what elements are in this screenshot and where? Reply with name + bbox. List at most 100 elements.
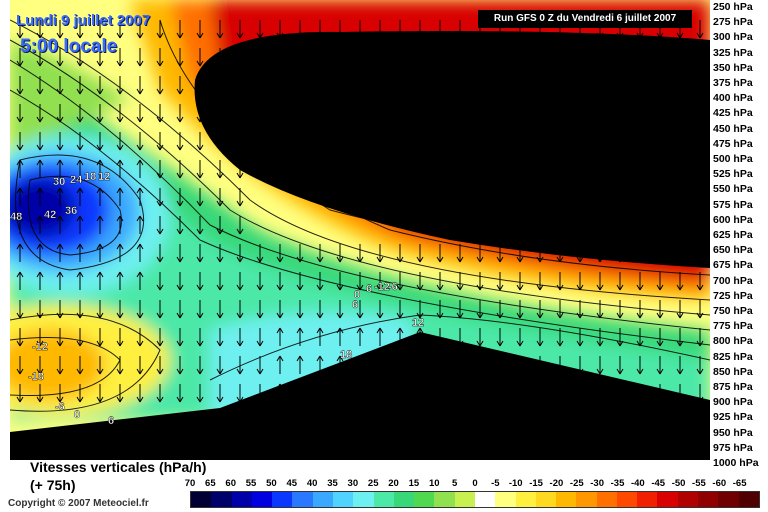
wind-arrow-head	[296, 284, 304, 291]
pressure-level-label: 850 hPa	[713, 365, 753, 378]
wind-arrow-head	[136, 116, 144, 123]
legend-swatch	[596, 492, 617, 507]
legend-swatch	[576, 492, 597, 507]
wind-arrow-head	[496, 340, 504, 347]
wind-arrow-head	[656, 312, 664, 319]
wind-arrow-head	[456, 424, 464, 431]
wind-arrow-head	[456, 284, 464, 291]
pressure-level-label: 750 hPa	[713, 305, 753, 317]
wind-arrow-head	[616, 340, 624, 347]
wind-arrow-head	[36, 215, 44, 222]
wind-arrow-head	[376, 284, 384, 291]
wind-arrow-head	[116, 32, 124, 39]
wind-arrow-head	[596, 340, 604, 347]
legend-label: 40	[306, 478, 318, 489]
contour-label: -12	[32, 341, 48, 353]
wind-arrow-head	[96, 396, 104, 403]
wind-arrow-head	[136, 187, 144, 194]
legend-label: -40	[630, 478, 645, 489]
wind-arrow-head	[236, 368, 244, 375]
wind-arrow-head	[496, 424, 504, 431]
wind-arrow-head	[216, 312, 224, 319]
wind-arrow-head	[176, 32, 184, 39]
contour-label: 12	[412, 317, 424, 329]
wind-arrow-head	[96, 144, 104, 151]
legend-label: 50	[266, 478, 277, 489]
wind-arrow-head	[676, 32, 684, 39]
wind-arrow-head	[276, 411, 284, 418]
wind-arrow-head	[316, 284, 324, 291]
pressure-level-label: 500 hPa	[713, 153, 753, 165]
legend-label: -50	[671, 478, 686, 489]
wind-arrow-head	[636, 284, 644, 291]
wind-arrow-head	[676, 312, 684, 319]
legend-swatch	[414, 492, 435, 507]
wind-arrow-head	[236, 396, 244, 403]
wind-arrow-head	[156, 312, 164, 319]
wind-arrow-head	[376, 32, 384, 39]
wind-arrow-head	[696, 284, 704, 291]
wind-arrow-head	[76, 88, 84, 95]
wind-arrow-head	[276, 32, 284, 39]
legend-swatch	[332, 492, 354, 507]
wind-arrow-head	[316, 355, 324, 362]
wind-arrow-head	[516, 340, 524, 347]
wind-arrow-head	[496, 256, 504, 263]
wind-arrow-head	[536, 256, 544, 263]
pressure-level-label: 775 hPa	[713, 320, 753, 333]
legend-label: -20	[549, 478, 564, 489]
wind-arrow-head	[116, 88, 124, 95]
legend-label: -25	[569, 478, 584, 489]
wind-arrow-head	[476, 424, 484, 431]
wind-arrow-head	[576, 424, 584, 431]
wind-arrow-head	[656, 256, 664, 263]
pressure-level-label: 700 hPa	[713, 274, 753, 287]
wind-arrow-head	[656, 340, 664, 347]
wind-arrow-head	[116, 215, 124, 222]
wind-arrow-head	[376, 411, 384, 418]
wind-arrow-head	[496, 32, 504, 39]
extreme-descent-core	[194, 31, 710, 268]
pressure-axis: 250 hPa 275 hPa 300 hPa 325 hPa 350 hPa 375 h…	[713, 0, 768, 469]
pressure-level-label: 450 hPa	[713, 122, 753, 135]
wind-arrow-head	[196, 200, 204, 207]
contour-lines	[10, 19, 710, 412]
wind-arrow-head	[96, 88, 104, 95]
pressure-level-label: 875 hPa	[713, 381, 753, 393]
wind-arrow-head	[316, 312, 324, 319]
wind-arrow-head	[56, 340, 64, 347]
wind-arrow-head	[116, 396, 124, 403]
wind-arrow-head	[176, 228, 184, 235]
wind-arrow-head	[116, 368, 124, 375]
legend-label: -15	[529, 478, 543, 489]
wind-arrow-head	[76, 271, 84, 278]
contour-label: 24	[70, 174, 83, 186]
pressure-level-label: 375 hPa	[713, 77, 753, 89]
wind-arrow-head	[356, 60, 364, 67]
wind-arrow-head	[56, 243, 64, 250]
legend-swatch	[616, 492, 638, 507]
wind-arrow-head	[16, 60, 24, 67]
field-caption: Vitesses verticales (hPa/h)	[30, 459, 207, 475]
wind-arrow-head	[416, 355, 424, 362]
wind-arrow-head	[116, 159, 124, 166]
wind-arrow-head	[476, 368, 484, 375]
wind-arrow-head	[696, 312, 704, 319]
wind-arrow-head	[396, 312, 404, 319]
wind-arrow-head	[76, 396, 84, 403]
pressure-level-label: 250 hPa	[713, 1, 753, 13]
wind-arrow-head	[516, 424, 524, 431]
legend-label: 20	[388, 478, 399, 489]
wind-arrow-head	[216, 284, 224, 291]
legend-swatch	[272, 492, 293, 507]
wind-arrow-head	[236, 340, 244, 347]
wind-arrow-head	[296, 312, 304, 319]
pressure-level-label: 300 hPa	[713, 31, 753, 44]
wind-arrow-head	[576, 60, 584, 67]
contour-value-labels: 48 42 36 30 24 18 12 0 6 -12 -18 -6 0 6 …	[10, 171, 424, 427]
wind-arrow-head	[196, 116, 204, 123]
wind-arrow-head	[516, 284, 524, 291]
wind-arrow-head	[396, 327, 404, 334]
wind-arrow-head	[196, 144, 204, 151]
legend-label: -30	[590, 478, 604, 489]
